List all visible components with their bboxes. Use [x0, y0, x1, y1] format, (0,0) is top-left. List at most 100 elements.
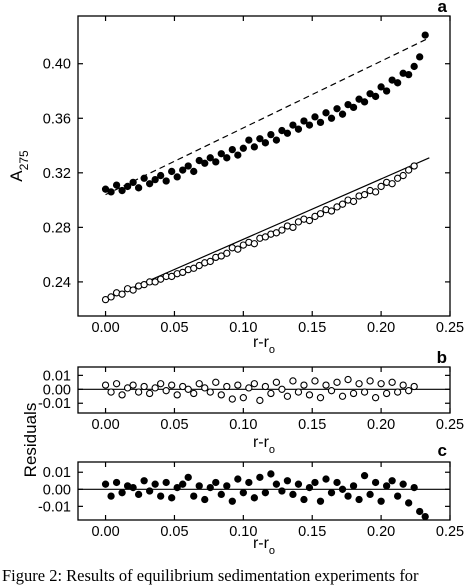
data-point — [300, 495, 308, 504]
data-point — [145, 180, 154, 188]
data-point — [377, 182, 385, 191]
data-point — [179, 166, 187, 174]
data-point — [118, 489, 126, 497]
data-point — [234, 245, 242, 253]
data-point — [388, 477, 396, 485]
data-point — [212, 378, 220, 386]
data-point — [168, 494, 176, 502]
data-point — [245, 136, 253, 144]
data-point — [206, 483, 214, 492]
data-point — [217, 391, 225, 399]
panel-a-frame — [77, 15, 451, 317]
text-layer: 0.00 0.05 0.10 0.15 0.20 0.25 0.24 0.28 0.32 0.36… — [7, 0, 464, 557]
data-point — [294, 125, 303, 133]
data-point — [344, 492, 352, 500]
data-point — [338, 392, 347, 400]
data-point — [311, 113, 319, 121]
data-point — [145, 389, 154, 398]
data-point — [223, 482, 231, 490]
data-point — [157, 171, 165, 180]
data-point — [393, 79, 402, 87]
data-point — [201, 384, 209, 392]
y-axis-label: A275 — [7, 150, 31, 182]
data-point — [333, 105, 341, 113]
data-point — [173, 483, 181, 492]
data-point — [107, 492, 115, 500]
data-point — [173, 173, 181, 181]
x-tick-label: 0.10 — [229, 320, 257, 336]
data-point — [388, 378, 396, 386]
data-point — [360, 471, 369, 480]
data-point — [239, 394, 247, 402]
data-point — [405, 166, 413, 174]
data-point — [195, 380, 203, 388]
data-point — [212, 158, 220, 166]
data-point — [245, 478, 253, 487]
data-point — [294, 480, 303, 488]
y-tick-label: -0.01 — [38, 499, 71, 515]
data-point — [217, 490, 225, 499]
data-point — [228, 497, 236, 505]
data-point — [393, 492, 402, 500]
data-point — [333, 478, 341, 487]
x-axis-label-subscript: o — [269, 444, 275, 456]
data-point — [250, 240, 259, 248]
data-point — [316, 497, 325, 505]
x-axis-label-main: r-r — [253, 334, 270, 351]
panel-label: b — [437, 348, 447, 367]
data-point — [278, 385, 286, 393]
data-point — [168, 381, 176, 389]
data-point — [349, 197, 358, 206]
data-point — [107, 388, 115, 396]
data-point — [300, 381, 308, 389]
data-point — [366, 377, 374, 385]
data-point — [206, 388, 214, 396]
data-point — [410, 483, 418, 492]
data-point — [272, 480, 281, 488]
data-point — [294, 388, 303, 396]
x-tick-label: 0.20 — [367, 320, 395, 336]
data-point — [129, 381, 137, 389]
x-tick-label: 0.20 — [367, 417, 395, 433]
data-point — [118, 391, 126, 399]
data-point — [410, 62, 418, 71]
data-point — [371, 394, 380, 402]
data-point — [190, 492, 198, 500]
data-point — [338, 200, 347, 208]
data-point — [311, 377, 319, 385]
data-point — [283, 477, 292, 485]
data-point — [267, 130, 275, 139]
data-point — [382, 482, 391, 490]
data-point — [322, 109, 330, 117]
data-point — [382, 389, 391, 398]
data-point — [272, 378, 281, 386]
x-tick-label: 0.15 — [298, 417, 326, 433]
data-point — [129, 178, 137, 187]
x-tick-label: 0.20 — [367, 524, 395, 540]
panel-label: c — [438, 441, 447, 460]
x-tick-label: 0.25 — [436, 417, 464, 433]
data-point — [140, 477, 148, 485]
data-point — [223, 382, 231, 391]
data-point — [151, 480, 159, 488]
data-point — [338, 110, 347, 118]
y-axis-label-subscript: 275 — [17, 150, 31, 170]
data-point — [239, 144, 247, 152]
x-axis-label-main: r-r — [253, 535, 270, 552]
data-point — [349, 103, 358, 112]
x-tick-label: 0.00 — [91, 524, 119, 540]
data-point — [151, 384, 159, 392]
panel-label: a — [438, 0, 448, 16]
data-point — [134, 184, 143, 192]
x-axis-label-main: r-r — [253, 434, 270, 451]
y-tick-label: 0.28 — [43, 220, 71, 236]
data-point — [123, 384, 132, 392]
data-point — [157, 492, 165, 500]
y-tick-label: 0.01 — [43, 465, 71, 481]
data-point — [305, 216, 314, 225]
data-point — [405, 499, 413, 507]
data-point — [168, 167, 176, 176]
data-point — [344, 375, 352, 384]
data-point — [201, 159, 209, 167]
data-point — [366, 490, 374, 499]
